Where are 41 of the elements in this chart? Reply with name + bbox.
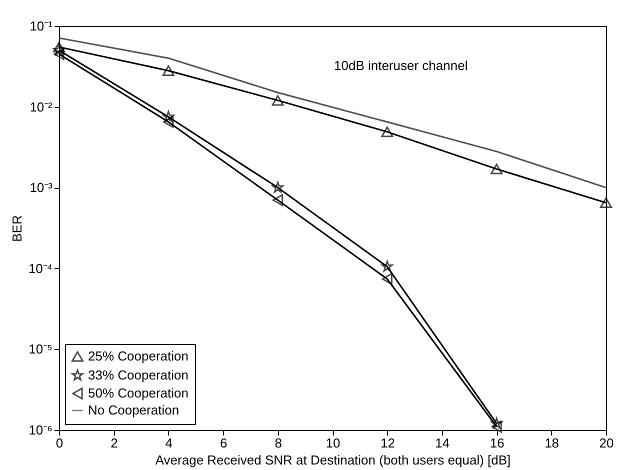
y-tick-label: 10⁻³ xyxy=(30,180,54,196)
point xyxy=(381,126,394,138)
point xyxy=(54,48,64,60)
x-tick-label: 18 xyxy=(544,436,560,450)
legend-label: 33% Cooperation xyxy=(88,368,188,382)
x-tick-label: 2 xyxy=(110,436,118,450)
x-tick-label: 12 xyxy=(380,436,395,450)
point xyxy=(381,260,393,272)
point xyxy=(490,418,502,429)
y-tick-label: 10⁻⁶ xyxy=(28,422,52,438)
x-tick-label: 4 xyxy=(165,436,173,450)
point xyxy=(162,65,174,76)
y-tick-label: 10⁻⁴ xyxy=(28,260,52,276)
point xyxy=(53,44,65,56)
y-axis-title: BER xyxy=(9,215,24,242)
x-tick-label: 0 xyxy=(56,436,64,450)
y-tick-label: 10⁻² xyxy=(30,99,54,114)
point xyxy=(162,110,174,122)
point xyxy=(272,182,284,193)
point xyxy=(382,272,392,285)
point xyxy=(272,194,284,206)
point xyxy=(491,420,502,433)
legend-label: No Cooperation xyxy=(88,402,180,418)
point xyxy=(272,95,284,106)
point xyxy=(490,164,503,174)
point xyxy=(53,42,65,52)
x-tick-label: 8 xyxy=(274,436,282,450)
y-tick-label: 10⁻⁵ xyxy=(28,342,52,357)
annotation: 10dB interuser channel xyxy=(334,58,468,73)
x-axis-title: Average Received SNR at Destination (both users equal) [dB] xyxy=(155,452,511,468)
x-tick-label: 6 xyxy=(220,436,228,450)
y-tick-label: 10⁻¹ xyxy=(30,18,54,34)
x-tick-label: 14 xyxy=(435,436,450,450)
x-tick-label: 20 xyxy=(599,436,614,450)
legend-label: 25% Cooperation xyxy=(88,348,188,364)
line-series xyxy=(58,37,607,188)
x-tick-label: 10 xyxy=(326,436,340,450)
x-tick-label: 16 xyxy=(490,436,504,450)
point xyxy=(163,116,174,128)
point xyxy=(600,197,612,208)
legend-label: 50% Cooperation xyxy=(88,386,188,400)
